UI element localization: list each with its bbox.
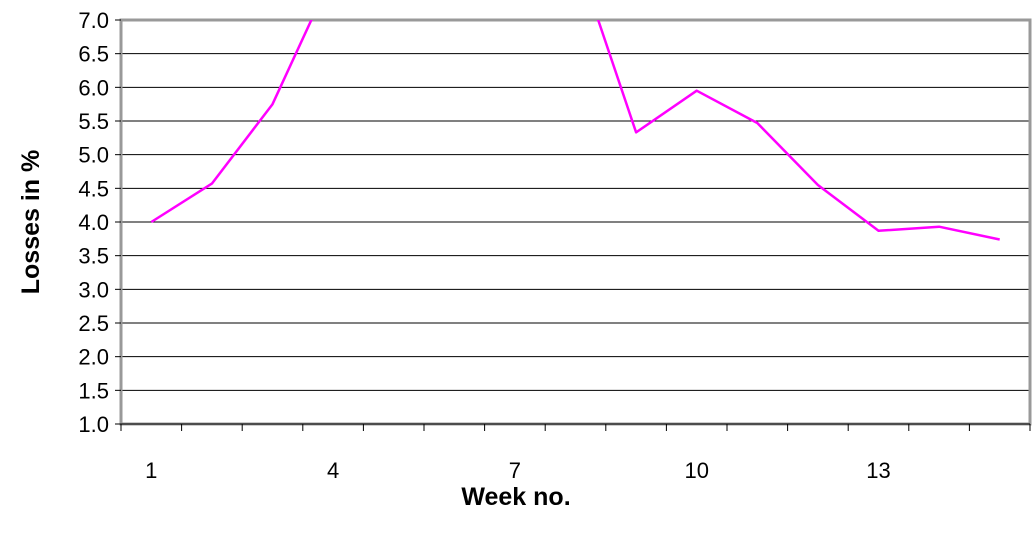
y-tick-label: 4.0 [78,210,109,235]
gridlines [121,53,1030,391]
tick-labels: 1.0 1.5 2.0 2.5 3.0 3.5 4.0 4.5 5.0 5.5 6.0 6.5 7.0 1… [78,8,890,483]
y-tick-label: 5.0 [78,143,109,168]
x-tick-label: 7 [509,458,521,483]
y-tick-label: 6.5 [78,42,109,67]
x-tick-label: 1 [145,458,157,483]
x-axis-title: Week no. [461,483,570,511]
y-tick-label: 3.5 [78,244,109,269]
y-tick-label: 4.5 [78,176,109,201]
x-tick-label: 10 [684,458,708,483]
y-tick-label: 2.5 [78,311,109,336]
y-tick-label: 1.0 [78,412,109,437]
x-tick-label: 4 [327,458,339,483]
y-tick-label: 7.0 [78,8,109,33]
y-tick-label: 1.5 [78,378,109,403]
x-tick-label: 13 [866,458,890,483]
y-tick-label: 2.0 [78,345,109,370]
y-tick-label: 3.0 [78,277,109,302]
series-layer [150,20,1000,241]
axes [115,19,1031,431]
y-tick-label: 5.5 [78,109,109,134]
y-tick-label: 6.0 [78,75,109,100]
y-axis-title: Losses in % [17,150,45,295]
series-line [150,20,1000,241]
